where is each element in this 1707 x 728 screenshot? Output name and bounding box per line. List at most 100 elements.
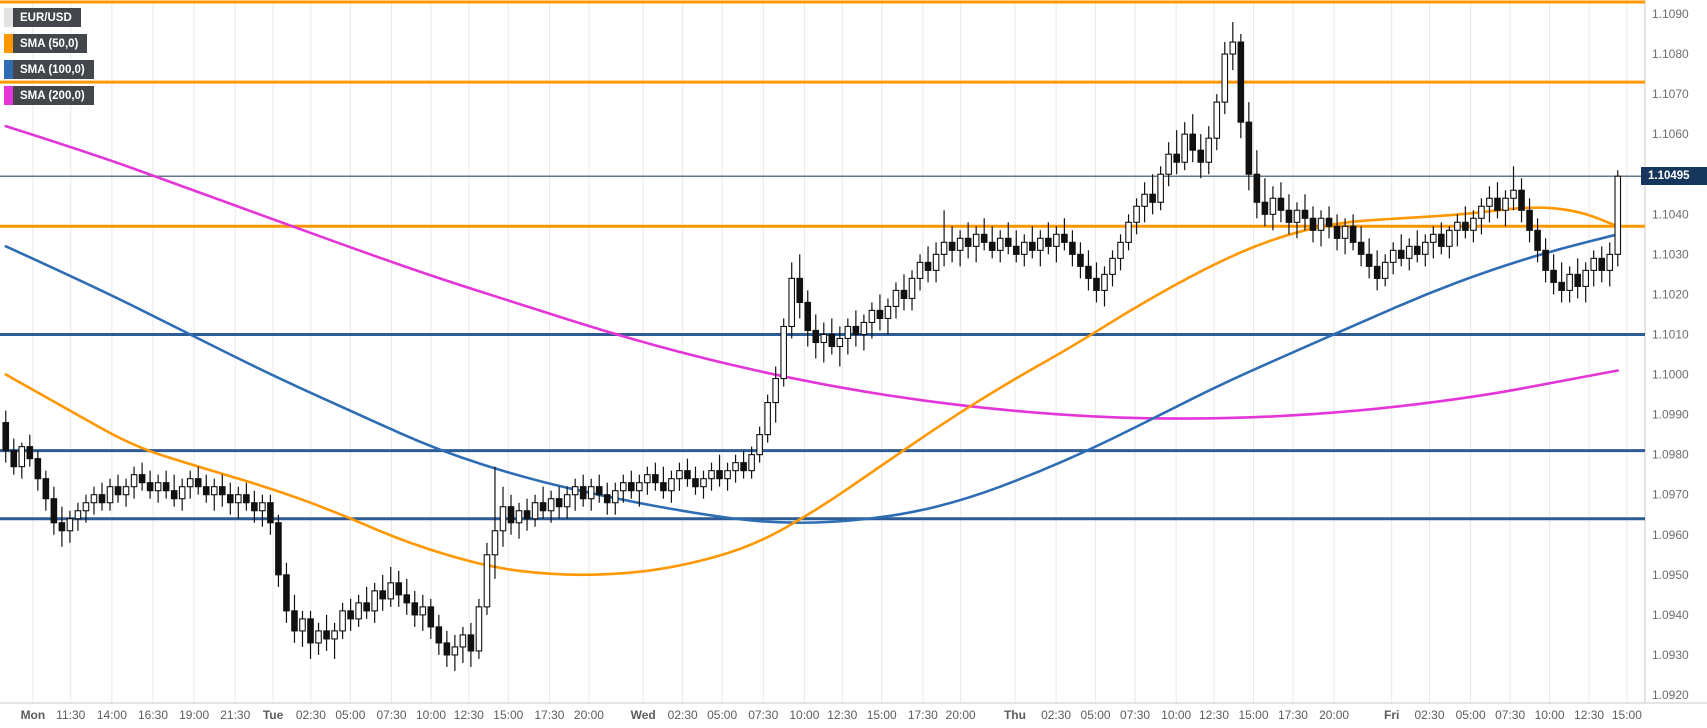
- candle-body: [459, 634, 467, 648]
- x-axis-label: 07:30: [1495, 708, 1525, 722]
- candle-body: [956, 237, 964, 251]
- y-axis-label: 1.1090: [1652, 7, 1689, 21]
- candle-body: [932, 253, 940, 271]
- candle-body: [1012, 245, 1020, 255]
- x-axis-label: 12:30: [454, 708, 484, 722]
- candle-body: [796, 277, 804, 303]
- x-axis-label: 17:30: [1278, 708, 1308, 722]
- candle-body: [1181, 133, 1188, 163]
- candle-body: [860, 321, 868, 336]
- x-axis-label: 05:00: [707, 708, 737, 722]
- candle-body: [50, 498, 58, 524]
- candle-body: [764, 402, 771, 436]
- candle-body: [227, 494, 234, 504]
- x-axis-label: 10:00: [1161, 708, 1191, 722]
- x-axis-label: 12:30: [1574, 708, 1604, 722]
- legend-item-eurusd[interactable]: EUR/USD: [4, 8, 94, 27]
- candle-body: [435, 626, 443, 644]
- candle-body: [740, 462, 747, 472]
- candle-body: [1301, 209, 1309, 219]
- candle-body: [1213, 101, 1221, 139]
- x-axis-label: 07:30: [1120, 708, 1150, 722]
- candle-body: [218, 486, 226, 496]
- x-axis-label: 07:30: [376, 708, 406, 722]
- candle-body: [1229, 41, 1237, 55]
- candle-body: [852, 325, 860, 336]
- candle-body: [10, 450, 18, 468]
- candle-body: [451, 646, 459, 656]
- candle-body: [411, 602, 419, 616]
- candle-body: [507, 506, 515, 524]
- candle-body: [1004, 237, 1012, 247]
- candle-body: [323, 630, 330, 640]
- candle-body: [644, 474, 651, 484]
- x-axis-label: 15:00: [493, 708, 523, 722]
- y-axis-label: 1.0990: [1652, 408, 1689, 422]
- sma100-color-chip: [4, 60, 13, 79]
- candle-body: [1478, 205, 1485, 219]
- candle-body: [708, 470, 715, 480]
- candle-body: [235, 494, 242, 504]
- legend-item-sma50[interactable]: SMA (50,0): [4, 34, 94, 53]
- x-axis-label: 10:00: [789, 708, 819, 722]
- x-axis-label: Wed: [631, 708, 656, 722]
- candle-body: [275, 522, 282, 576]
- candle-body: [724, 470, 731, 480]
- candle-body: [531, 502, 539, 520]
- candle-body: [587, 486, 595, 500]
- candle-body: [628, 482, 635, 492]
- legend-item-sma200[interactable]: SMA (200,0): [4, 86, 94, 105]
- candle-body: [1125, 221, 1132, 243]
- candle-body: [1349, 225, 1357, 243]
- candle-body: [692, 478, 699, 488]
- candle-body: [243, 494, 250, 504]
- x-axis-label: 12:30: [1199, 708, 1229, 722]
- candle-body: [1333, 225, 1341, 239]
- candle-body: [1438, 233, 1445, 247]
- candle-body: [194, 478, 202, 488]
- y-axis-label: 1.0980: [1652, 448, 1689, 462]
- candle-body: [1614, 175, 1622, 255]
- candle-body: [1029, 241, 1036, 251]
- candle-body: [475, 606, 483, 652]
- candle-body: [379, 590, 386, 600]
- candle-body: [836, 337, 844, 348]
- candle-body: [1325, 217, 1333, 227]
- x-axis-label: 19:00: [179, 708, 209, 722]
- candle-body: [820, 333, 828, 344]
- candle-body: [130, 474, 138, 488]
- candle-body: [363, 602, 370, 612]
- candle-body: [1341, 225, 1349, 239]
- x-axis-label: 02:30: [1414, 708, 1444, 722]
- candle-body: [611, 490, 619, 504]
- candle-body: [1502, 197, 1509, 211]
- candle-body: [114, 486, 122, 496]
- candle-body: [427, 606, 435, 628]
- y-axis-label: 1.0960: [1652, 528, 1689, 542]
- candle-body: [307, 618, 314, 644]
- x-axis-label: 05:00: [335, 708, 365, 722]
- x-axis-label: 14:00: [97, 708, 127, 722]
- y-axis-label: 1.1040: [1652, 207, 1689, 221]
- candle-body: [299, 618, 306, 632]
- candle-body: [291, 610, 298, 632]
- candle-body: [1486, 197, 1493, 207]
- candle-body: [1574, 273, 1581, 287]
- candle-body: [443, 642, 451, 656]
- candle-body: [267, 502, 274, 524]
- candle-body: [1566, 273, 1573, 291]
- candle-body: [34, 458, 42, 480]
- candle-body: [1269, 197, 1277, 215]
- candle-body: [603, 494, 611, 504]
- candle-body: [1189, 133, 1197, 151]
- candle-body: [1365, 253, 1373, 267]
- candle-body: [1109, 257, 1116, 275]
- y-axis-label: 1.0970: [1652, 488, 1689, 502]
- legend-label-sma200: SMA (200,0): [13, 86, 94, 105]
- candle-body: [988, 241, 996, 251]
- candle-body: [1550, 269, 1557, 283]
- legend-item-sma100[interactable]: SMA (100,0): [4, 60, 94, 79]
- sma-line-1000: [4, 233, 1620, 525]
